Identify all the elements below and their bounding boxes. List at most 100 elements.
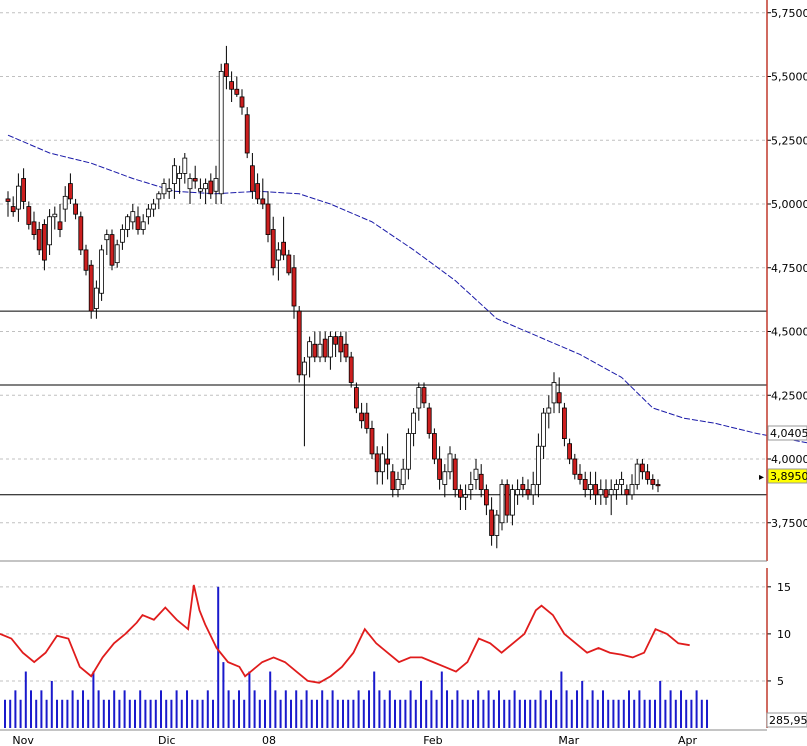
indicator-axis: 15 10 5 bbox=[766, 568, 791, 728]
volume-bar bbox=[232, 699, 235, 728]
candle bbox=[21, 168, 27, 210]
candle-body-bear bbox=[437, 458, 443, 480]
candle-body-bull bbox=[379, 453, 385, 473]
volume-bar bbox=[352, 699, 355, 728]
candle-body-bear bbox=[562, 407, 567, 440]
volume-bar bbox=[264, 699, 266, 728]
candle-body-bull bbox=[473, 468, 479, 480]
volume-bar bbox=[305, 690, 308, 728]
candle bbox=[494, 510, 500, 549]
candle bbox=[203, 178, 209, 204]
volume-bar bbox=[4, 699, 6, 728]
candle-body-bear bbox=[322, 338, 328, 358]
candle-body-bear bbox=[42, 223, 47, 261]
price-tick-label: 5,5000 bbox=[771, 71, 807, 84]
volume-bar bbox=[154, 699, 157, 728]
oscillator-line bbox=[0, 584, 690, 684]
volume-bar bbox=[466, 699, 469, 728]
candle-body-bear bbox=[504, 484, 510, 516]
candle bbox=[405, 428, 411, 480]
volume-bar bbox=[19, 699, 22, 728]
time-tick-label: 08 bbox=[262, 734, 276, 746]
price-tick-label: 4,0000 bbox=[771, 453, 807, 466]
candle-body-bull bbox=[94, 287, 99, 309]
candle bbox=[624, 484, 630, 505]
candle bbox=[270, 216, 276, 276]
volume-bar bbox=[331, 690, 334, 728]
time-tick-label: Mar bbox=[558, 734, 579, 746]
price-tick-label: 5,0000 bbox=[771, 198, 807, 211]
candle bbox=[447, 446, 453, 480]
candle bbox=[244, 107, 250, 159]
volume-bar bbox=[700, 699, 703, 728]
volume-bar bbox=[139, 690, 142, 728]
candle bbox=[416, 382, 422, 421]
volume-bar bbox=[87, 699, 90, 728]
volume-bar bbox=[102, 699, 105, 728]
candle bbox=[218, 63, 224, 204]
candle bbox=[197, 178, 203, 199]
last-price-box bbox=[767, 468, 807, 484]
candle bbox=[317, 331, 323, 363]
candle bbox=[567, 438, 572, 465]
candle bbox=[614, 479, 619, 500]
candle bbox=[348, 351, 354, 388]
volume-bar bbox=[35, 699, 38, 728]
candle bbox=[650, 474, 656, 490]
volume-bar bbox=[508, 699, 511, 728]
candle bbox=[385, 433, 391, 480]
volume-bar bbox=[24, 671, 27, 728]
candle-body-bear bbox=[582, 478, 588, 490]
candle-body-bull bbox=[187, 178, 193, 190]
candle bbox=[483, 484, 489, 516]
volume-bar bbox=[456, 690, 459, 728]
candle-body-bear bbox=[483, 489, 489, 506]
candle-body-bull bbox=[634, 463, 640, 485]
volume-bar bbox=[477, 690, 480, 728]
candle-body-bull bbox=[327, 336, 333, 358]
candle-body-bear bbox=[5, 198, 11, 202]
candle-body-bear bbox=[244, 114, 250, 154]
candle-body-bull bbox=[171, 165, 177, 185]
volume-bar bbox=[425, 699, 428, 728]
candle bbox=[208, 173, 214, 199]
volume-bar bbox=[664, 699, 667, 728]
time-tick-label: Nov bbox=[12, 734, 34, 746]
candle-body-bull bbox=[203, 183, 209, 190]
candle-body-bull bbox=[536, 445, 541, 485]
candle-body-bull bbox=[156, 193, 162, 200]
candle bbox=[301, 357, 307, 447]
volume-bar bbox=[40, 690, 43, 728]
volume-bar bbox=[399, 699, 402, 728]
volume-bars bbox=[4, 586, 708, 728]
volume-bar bbox=[690, 699, 693, 728]
last-price-marker-icon: ▸ bbox=[759, 472, 764, 483]
candle bbox=[275, 242, 281, 281]
candle bbox=[582, 471, 588, 498]
candle bbox=[364, 402, 370, 434]
candle bbox=[15, 173, 21, 222]
price-tick-label: 4,7500 bbox=[771, 262, 807, 275]
volume-bar bbox=[622, 699, 625, 728]
volume-bar bbox=[368, 690, 370, 728]
candle bbox=[374, 446, 380, 485]
candle-body-bull bbox=[114, 244, 120, 264]
candle-body-bull bbox=[145, 208, 151, 218]
candle bbox=[489, 497, 495, 546]
candle bbox=[473, 459, 479, 490]
volume-bar bbox=[326, 699, 329, 728]
candle-body-bull bbox=[530, 484, 536, 496]
candle-body-bear bbox=[255, 183, 261, 200]
candle-body-bear bbox=[452, 458, 458, 491]
candle-body-bull bbox=[104, 234, 110, 241]
candle bbox=[572, 453, 578, 480]
volume-bar bbox=[472, 699, 474, 728]
candle bbox=[411, 408, 417, 447]
volume-bar bbox=[518, 699, 521, 728]
candle-body-bear bbox=[57, 221, 63, 230]
candle bbox=[94, 280, 99, 319]
candle bbox=[249, 153, 255, 199]
volume-bar bbox=[586, 699, 589, 728]
volume-bar bbox=[316, 699, 318, 728]
candle bbox=[562, 402, 567, 447]
